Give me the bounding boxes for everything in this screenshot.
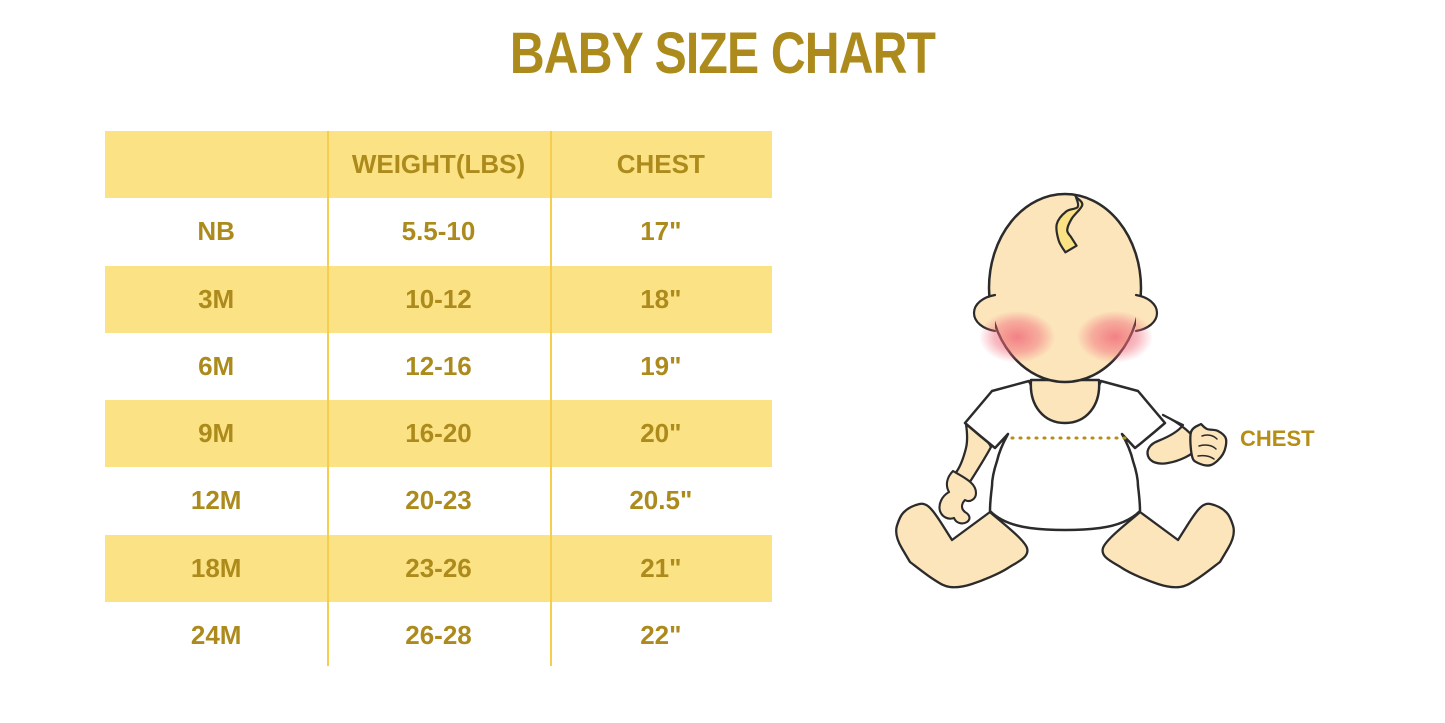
svg-text:CHEST: CHEST: [1240, 426, 1315, 451]
